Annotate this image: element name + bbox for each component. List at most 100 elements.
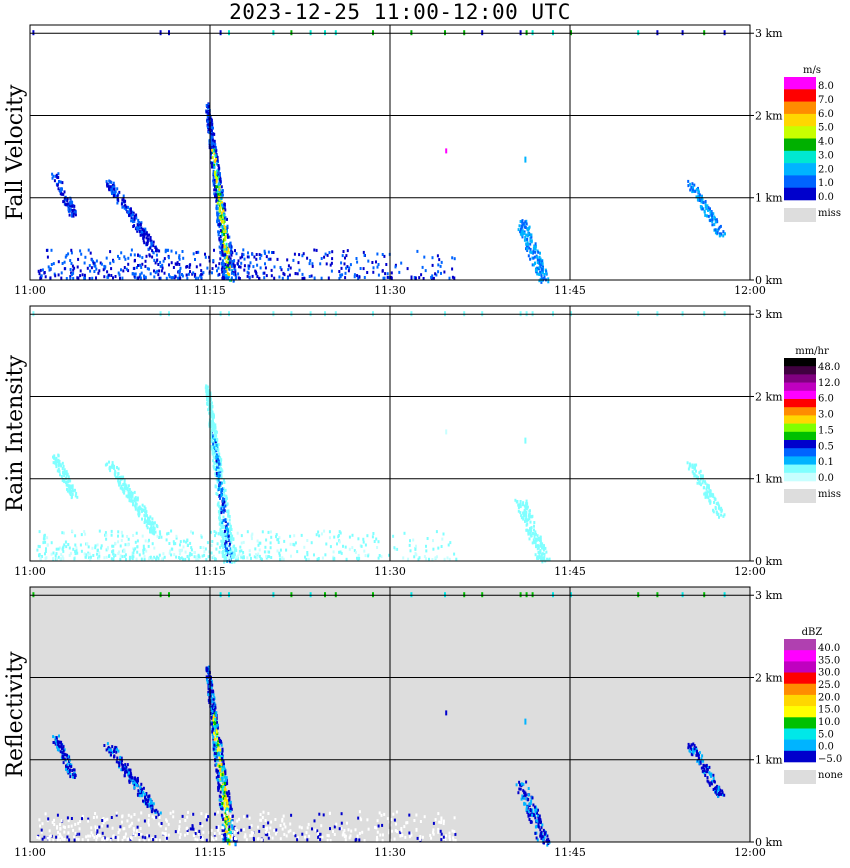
data-cell bbox=[187, 272, 190, 276]
data-cell bbox=[70, 214, 73, 218]
data-cell bbox=[226, 532, 229, 536]
data-cell bbox=[111, 550, 114, 554]
data-cell bbox=[145, 254, 148, 258]
data-cell bbox=[217, 745, 220, 749]
data-cell bbox=[129, 836, 132, 840]
data-cell bbox=[704, 200, 707, 203]
data-cell bbox=[423, 555, 426, 559]
data-cell bbox=[242, 551, 245, 554]
data-cell bbox=[62, 744, 65, 748]
data-cell bbox=[213, 435, 216, 439]
data-cell bbox=[146, 514, 148, 518]
data-cell bbox=[518, 780, 521, 784]
data-cell bbox=[117, 831, 120, 834]
data-cell bbox=[144, 836, 147, 840]
data-cell bbox=[48, 838, 51, 842]
data-cell bbox=[211, 271, 213, 275]
grid-lines bbox=[30, 587, 750, 842]
data-cell bbox=[211, 133, 214, 137]
data-cell bbox=[133, 828, 135, 832]
data-cell bbox=[210, 530, 212, 534]
data-cell bbox=[96, 552, 98, 556]
data-cell bbox=[109, 261, 112, 265]
data-cell bbox=[225, 552, 228, 556]
data-cell bbox=[344, 545, 347, 549]
data-cell bbox=[136, 228, 139, 231]
data-cell bbox=[534, 810, 537, 813]
data-cell bbox=[231, 821, 234, 825]
data-cell bbox=[362, 540, 365, 544]
data-cell bbox=[210, 696, 213, 700]
data-cell bbox=[251, 532, 254, 536]
data-cell bbox=[191, 824, 194, 828]
data-cell bbox=[525, 807, 528, 811]
data-cell bbox=[151, 531, 154, 535]
data-cell bbox=[235, 275, 238, 279]
data-cell bbox=[531, 813, 534, 817]
data-cell bbox=[216, 220, 219, 224]
data-cell bbox=[219, 229, 222, 233]
data-cell bbox=[172, 810, 175, 814]
data-cell bbox=[73, 210, 76, 214]
data-cell bbox=[126, 488, 129, 492]
data-cell bbox=[210, 128, 213, 132]
data-cell bbox=[119, 476, 121, 479]
data-cell bbox=[552, 311, 554, 317]
data-cell bbox=[218, 753, 221, 757]
data-cell bbox=[238, 265, 240, 269]
data-cell bbox=[524, 156, 527, 163]
data-cell bbox=[211, 428, 214, 432]
data-cell bbox=[519, 502, 522, 506]
data-cell bbox=[333, 535, 336, 539]
data-cell bbox=[218, 166, 221, 170]
data-cell bbox=[182, 539, 185, 543]
data-cell bbox=[163, 555, 166, 559]
data-cell bbox=[239, 545, 242, 549]
data-cell bbox=[189, 263, 192, 267]
data-cell bbox=[525, 507, 528, 511]
data-cell bbox=[256, 554, 259, 558]
data-cell bbox=[221, 233, 224, 237]
data-cell bbox=[393, 837, 396, 841]
data-cell bbox=[229, 835, 232, 839]
data-cell bbox=[269, 530, 272, 534]
data-cell bbox=[445, 148, 448, 154]
data-cell bbox=[691, 465, 694, 469]
data-cell bbox=[146, 267, 149, 271]
data-cell bbox=[453, 276, 456, 280]
data-cell bbox=[514, 498, 517, 502]
legend-missing-swatch bbox=[784, 208, 816, 222]
data-cell bbox=[711, 216, 713, 220]
data-cell bbox=[60, 756, 63, 760]
data-cell bbox=[85, 835, 88, 839]
data-cell bbox=[276, 257, 279, 261]
data-cell bbox=[690, 743, 693, 747]
data-cell bbox=[178, 256, 181, 260]
data-cell bbox=[222, 247, 225, 251]
data-cell bbox=[94, 825, 97, 829]
data-cell bbox=[220, 261, 223, 265]
data-cell bbox=[526, 249, 529, 252]
data-cell bbox=[215, 459, 218, 463]
data-cell bbox=[201, 836, 204, 840]
data-cell bbox=[37, 269, 40, 273]
legend-label: 1.5 bbox=[818, 425, 834, 436]
data-cell bbox=[40, 830, 43, 834]
data-cell bbox=[377, 540, 380, 544]
data-cell bbox=[530, 526, 533, 530]
data-cell bbox=[218, 785, 221, 789]
data-cell bbox=[174, 542, 177, 546]
data-cell bbox=[59, 473, 61, 477]
data-cell bbox=[531, 810, 534, 814]
legend-swatch bbox=[784, 407, 816, 416]
data-cell bbox=[57, 260, 60, 264]
data-cell bbox=[227, 822, 230, 825]
data-cell bbox=[712, 788, 715, 791]
data-cell bbox=[536, 811, 538, 815]
data-cell bbox=[211, 714, 214, 718]
data-cell bbox=[68, 213, 71, 217]
data-cell bbox=[55, 460, 58, 463]
data-cell bbox=[529, 248, 532, 251]
data-cell bbox=[528, 818, 531, 821]
data-cell bbox=[62, 471, 64, 475]
